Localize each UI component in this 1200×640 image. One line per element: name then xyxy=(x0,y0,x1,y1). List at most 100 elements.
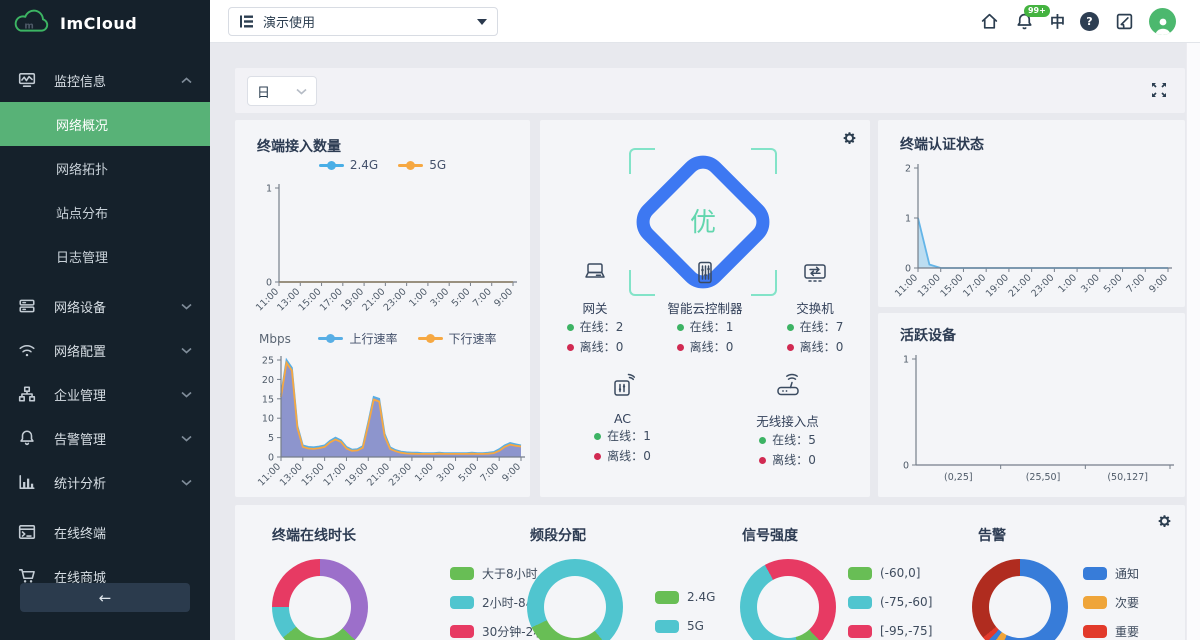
sidebar-item-online-terminals[interactable]: 在线终端 xyxy=(0,510,210,554)
sidebar-collapse-button[interactable]: ← xyxy=(20,583,190,612)
svg-text:(0,25]: (0,25] xyxy=(944,472,973,483)
user-avatar[interactable] xyxy=(1149,8,1176,35)
sidebar-item-network-devices[interactable]: 网络设备 xyxy=(0,284,210,328)
terminal-icon xyxy=(18,525,36,539)
sidebar-item-network-topology[interactable]: 网络拓扑 xyxy=(0,146,210,190)
topbar: 演示使用 99+ 中 ? xyxy=(210,0,1200,43)
online-label: 在线： xyxy=(689,320,726,334)
sidebar-item-enterprise-management[interactable]: 企业管理 xyxy=(0,372,210,416)
legend-item[interactable]: 通知 xyxy=(1083,563,1139,583)
svg-text:20: 20 xyxy=(262,375,274,386)
alarm-donut[interactable] xyxy=(972,559,1068,640)
legend-item[interactable]: 2.4G xyxy=(655,587,715,607)
sidebar-item-monitor-info[interactable]: 监控信息 xyxy=(0,58,210,102)
legend-swatch xyxy=(450,566,474,580)
sidebar-item-statistics[interactable]: 统计分析 xyxy=(0,460,210,504)
svg-text:19:00: 19:00 xyxy=(343,461,370,488)
svg-text:15:00: 15:00 xyxy=(300,461,327,488)
legend-marker-icon xyxy=(318,160,344,170)
legend-label: 5G xyxy=(687,619,704,633)
app-logo[interactable]: m ImCloud xyxy=(0,0,210,46)
legend-label: 大于8小时 xyxy=(482,566,538,581)
legend-label: 下行速率 xyxy=(448,332,497,346)
online-label: 在线： xyxy=(799,320,836,334)
device-ac[interactable]: AC 在线： 1 离线： 0 xyxy=(540,373,705,470)
svg-text:21:00: 21:00 xyxy=(360,286,387,313)
online-count: 7 xyxy=(835,320,844,334)
legend-item[interactable]: 2.4G xyxy=(318,158,378,172)
scrollbar[interactable] xyxy=(1186,43,1200,640)
speed-chart[interactable]: 0 5 10 15 20 25 11:0013:0015:0017:0019:0021:00… xyxy=(241,352,529,497)
svg-text:3:00: 3:00 xyxy=(1079,272,1102,295)
wireless-stats-panel: 终端在线时长 大于8小时 2小时-8小时 30分钟-2小时 频段分配 2.4G 5G … xyxy=(235,505,1185,640)
legend-item[interactable]: (-60,0] xyxy=(848,563,932,583)
legend-item[interactable]: [-95,-75] xyxy=(848,621,932,640)
device-wireless-ap[interactable]: 无线接入点 在线： 5 离线： 0 xyxy=(705,373,870,470)
legend-item[interactable]: 次要 xyxy=(1083,592,1139,612)
period-value: 日 xyxy=(257,85,271,101)
svg-text:2: 2 xyxy=(905,164,911,175)
settings-gear-button[interactable] xyxy=(841,130,858,147)
svg-text:15:00: 15:00 xyxy=(938,272,965,299)
sidebar-item-site-distribution[interactable]: 站点分布 xyxy=(0,190,210,234)
help-button[interactable]: ? xyxy=(1080,12,1099,31)
sidebar-item-log-management[interactable]: 日志管理 xyxy=(0,234,210,278)
device-switch[interactable]: 交换机 在线： 7 离线： 0 xyxy=(760,260,870,357)
legend-item[interactable]: (-75,-60] xyxy=(848,592,932,612)
org-selector-dropdown[interactable]: 演示使用 xyxy=(228,7,498,36)
health-grade-indicator: 优 xyxy=(623,142,783,302)
active-devices-chart[interactable]: 0 1 (0,25] (25,50] (50,127] xyxy=(888,347,1180,487)
legend-marker-icon xyxy=(417,334,443,344)
legend-item[interactable]: 下行速率 xyxy=(417,330,497,347)
sidebar-item-alarm-management[interactable]: 告警管理 xyxy=(0,416,210,460)
sidebar: m ImCloud 监控信息 网络概况 网络拓扑 站点分布 日志管理 网络设备 … xyxy=(0,0,210,640)
legend-item[interactable]: 5G xyxy=(398,158,446,172)
legend-item[interactable]: 5G xyxy=(655,616,715,636)
legend-label: 次要 xyxy=(1115,595,1140,610)
notifications-button[interactable]: 99+ xyxy=(1015,4,1050,32)
legend-item[interactable]: 上行速率 xyxy=(318,330,398,347)
sidebar-item-label: 告警管理 xyxy=(54,432,107,448)
svg-text:3:00: 3:00 xyxy=(428,286,451,309)
sidebar-item-network-config[interactable]: 网络配置 xyxy=(0,328,210,372)
legend-item[interactable]: 重要 xyxy=(1083,621,1139,640)
device-gateway[interactable]: 网关 在线： 2 离线： 0 xyxy=(540,260,650,357)
access-count-chart[interactable]: 0 1 11:0013:0015:0017:0019:0021:0023:001:0… xyxy=(243,178,525,330)
band-allocation-donut[interactable] xyxy=(527,559,623,640)
chevron-down-icon xyxy=(181,391,192,398)
period-selector[interactable]: 日 xyxy=(247,76,317,106)
offline-count: 0 xyxy=(725,340,734,354)
svg-text:19:00: 19:00 xyxy=(339,286,366,313)
svg-text:11:00: 11:00 xyxy=(254,286,281,313)
legend-marker-icon xyxy=(318,334,344,344)
settings-gear-button[interactable] xyxy=(1156,513,1173,530)
svg-text:13:00: 13:00 xyxy=(275,286,302,313)
fullscreen-button[interactable] xyxy=(1151,82,1167,102)
sidebar-item-label: 网络拓扑 xyxy=(56,162,109,178)
sidebar-item-network-overview[interactable]: 网络概况 xyxy=(0,102,210,146)
device-cloud-controller[interactable]: 智能云控制器 在线： 1 离线： 0 xyxy=(650,260,760,357)
legend-label: 通知 xyxy=(1115,566,1140,581)
health-grade-text: 优 xyxy=(689,208,716,239)
online-dot xyxy=(759,436,767,444)
legend-item[interactable]: 大于8小时 xyxy=(450,563,557,583)
org-list-icon xyxy=(240,15,253,28)
svg-text:0: 0 xyxy=(268,453,274,464)
collapse-arrow-icon: ← xyxy=(98,588,112,607)
online-duration-donut[interactable] xyxy=(272,559,368,640)
offline-dot xyxy=(594,452,602,460)
signal-strength-donut[interactable] xyxy=(740,559,836,640)
sidebar-item-label: 在线终端 xyxy=(54,526,107,542)
notification-badge: 99+ xyxy=(1023,4,1050,17)
network-health-panel: 优 网关 在线： 2 离线： 0 智能云控制器 在线： 1 离线： 0 交换机 在线： 7… xyxy=(540,120,870,497)
offline-count: 0 xyxy=(643,449,651,463)
feedback-button[interactable] xyxy=(1114,12,1134,32)
sidebar-item-online-store[interactable]: 在线商城 xyxy=(0,554,210,598)
language-switch[interactable]: 中 xyxy=(1049,13,1065,31)
donut-hole xyxy=(544,576,606,638)
online-dot xyxy=(594,432,602,440)
donut-title: 信号强度 xyxy=(742,528,798,544)
home-button[interactable] xyxy=(980,12,1000,32)
access-chart-legend: 2.4G 5G xyxy=(235,158,530,172)
